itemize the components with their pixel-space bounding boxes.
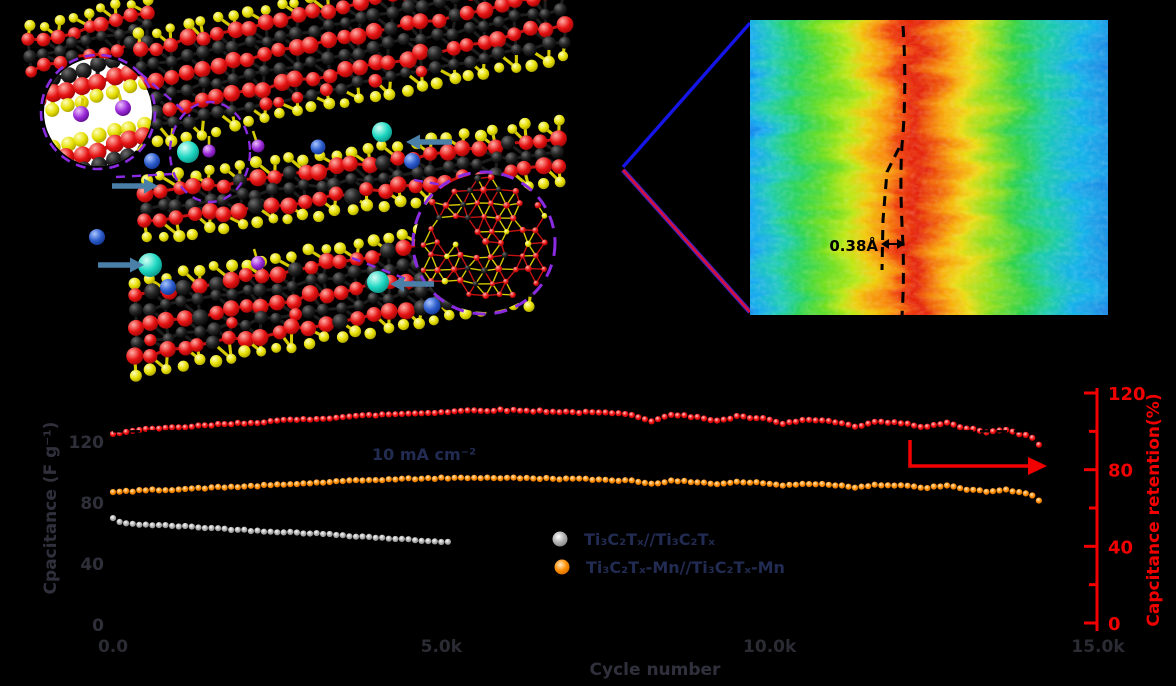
left-y-axis-title: Cpacitance (F g⁻¹) <box>41 422 61 595</box>
series-gray-capacitance <box>109 515 451 546</box>
legend-label-pristine: Ti₃C₂Tₓ//Ti₃C₂Tₓ <box>584 530 715 549</box>
ion-insertion-arrows <box>98 134 452 292</box>
arrowhead-left <box>881 239 889 249</box>
noise-texture <box>750 20 1108 315</box>
left-tick-label: 40 <box>80 555 104 575</box>
magnifier-ring-left <box>39 53 157 171</box>
left-tick-label: 120 <box>69 433 105 453</box>
series-orange-capacitance <box>109 474 1042 504</box>
x-tick-label: 15.0k <box>1071 637 1125 657</box>
heatmap-connector-top <box>621 21 752 169</box>
magnifier-ring-right <box>411 170 557 316</box>
cyan-ion <box>367 271 389 293</box>
dspacing-shift-label: 0.38Å <box>829 236 878 255</box>
purple-atom <box>251 139 265 153</box>
blue-ion <box>310 139 326 155</box>
mxene-structure-illustration <box>21 0 752 382</box>
atom-slab <box>131 0 574 151</box>
blue-ion <box>144 153 160 169</box>
legend-label-mn: Ti₃C₂Tₓ-Mn//Ti₃C₂Tₓ-Mn <box>586 558 785 577</box>
contour-map <box>750 20 1108 315</box>
right-tick-label: 0 <box>1108 614 1121 635</box>
x-tick-label: 0.0 <box>98 637 128 657</box>
blue-ion <box>160 279 176 295</box>
x-tick-label: 10.0k <box>743 637 797 657</box>
right-tick-label: 120 <box>1108 384 1146 405</box>
arrowhead-right <box>897 239 905 249</box>
fringe-dashed-line-main <box>899 25 907 317</box>
blue-ion <box>89 229 105 245</box>
right-tick-label: 80 <box>1108 461 1133 482</box>
cyan-ion <box>177 141 199 163</box>
blue-ion <box>423 297 441 315</box>
heatmap-connector-bottom <box>622 169 751 313</box>
x-axis-title: Cycle number <box>590 660 722 680</box>
current-density-annotation: 10 mA cm⁻² <box>372 445 476 464</box>
x-tick-label: 5.0k <box>421 637 463 657</box>
purple-atom <box>202 144 216 158</box>
series-red-retention <box>109 406 1042 448</box>
contour-map-panel: 0.38Å <box>750 20 1108 317</box>
cyan-ion <box>138 253 162 277</box>
magnified-interlayer-view <box>44 58 152 166</box>
retention-axis-pointer-arrow <box>908 440 1047 475</box>
atom-slab <box>21 0 155 78</box>
cyan-ion <box>372 122 392 142</box>
legend-marker-mn <box>554 559 570 575</box>
purple-atom <box>251 256 265 270</box>
right-y-axis-title: Capcitance retention(%) <box>1144 393 1164 626</box>
left-tick-label: 0 <box>92 616 104 636</box>
legend-marker-pristine <box>552 531 568 547</box>
blue-ion <box>404 153 420 169</box>
left-tick-label: 80 <box>80 494 104 514</box>
lattice-fringe-markers <box>880 25 907 317</box>
right-tick-label: 40 <box>1108 537 1133 558</box>
magnified-lattice-view <box>415 174 553 312</box>
right-y-axis <box>1084 388 1099 631</box>
